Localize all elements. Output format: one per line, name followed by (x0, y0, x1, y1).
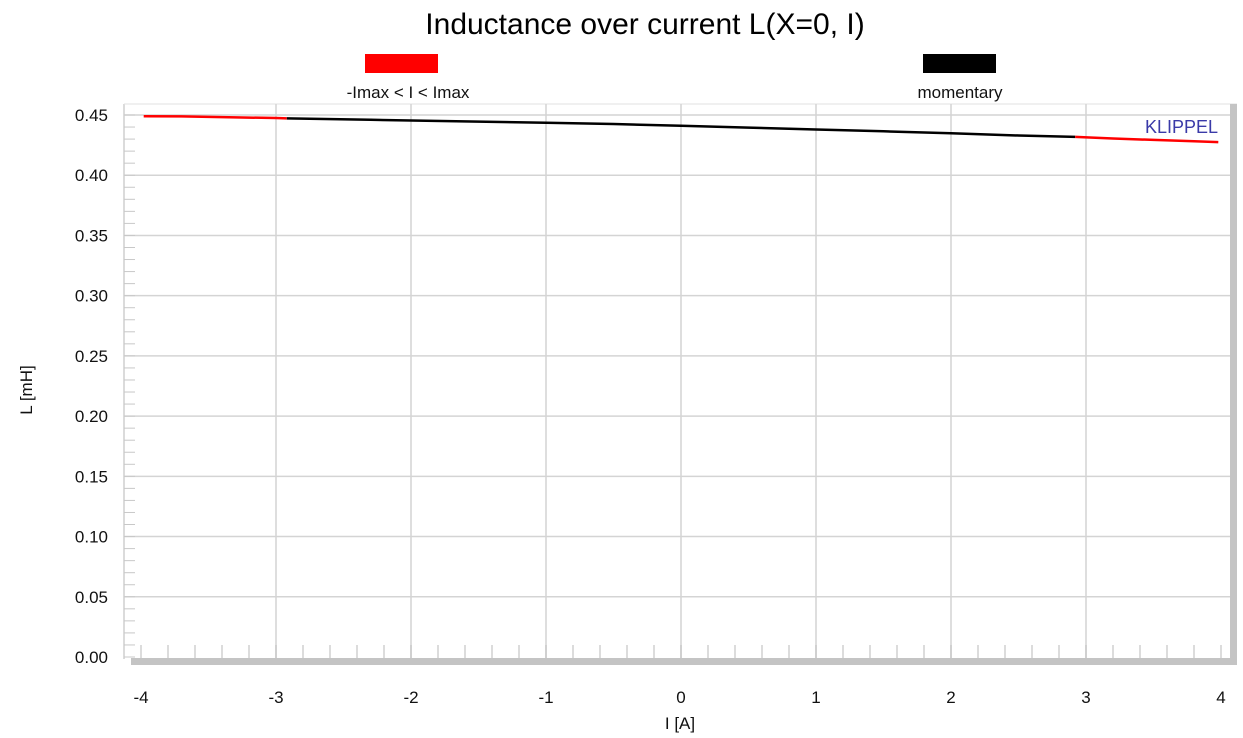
series-lines (143, 114, 1219, 144)
y-tick-label: 0.05 (75, 588, 108, 607)
minor-ticks (124, 114, 1222, 658)
x-axis-label: I [A] (665, 714, 695, 733)
x-tick-labels: -4 -3 -2 -1 0 1 2 3 4 (133, 688, 1225, 707)
x-tick-label: 4 (1216, 688, 1225, 707)
series-line-0 (143, 114, 287, 120)
series-line-2 (1075, 135, 1219, 144)
x-tick-label: -3 (268, 688, 283, 707)
legend-swatch-imax-range (365, 54, 438, 73)
y-tick-labels: 0.00 0.05 0.10 0.15 0.20 0.25 0.30 0.35 0.40 0.45 (75, 106, 108, 667)
y-tick-label: 0.45 (75, 106, 108, 125)
x-tick-label: 1 (811, 688, 820, 707)
x-axis-bar (131, 658, 1237, 665)
x-tick-label: -2 (403, 688, 418, 707)
y-tick-label: 0.10 (75, 528, 108, 547)
right-axis-bar (1230, 104, 1237, 665)
y-tick-label: 0.00 (75, 648, 108, 667)
legend-label-momentary: momentary (917, 83, 1003, 102)
series-line-1 (286, 117, 1076, 139)
y-tick-label: 0.20 (75, 407, 108, 426)
klippel-watermark: KLIPPEL (1145, 117, 1218, 137)
y-tick-label: 0.30 (75, 287, 108, 306)
legend-label-imax-range: -Imax < I < Imax (347, 83, 470, 102)
y-axis-label: L [mH] (17, 365, 36, 414)
y-tick-label: 0.40 (75, 166, 108, 185)
y-tick-label: 0.25 (75, 347, 108, 366)
grid-lines (124, 104, 1230, 658)
x-tick-label: 2 (946, 688, 955, 707)
chart-title: Inductance over current L(X=0, I) (425, 8, 864, 41)
x-tick-label: -1 (538, 688, 553, 707)
legend-swatch-momentary (923, 54, 996, 73)
x-tick-label: -4 (133, 688, 148, 707)
y-tick-label: 0.35 (75, 226, 108, 245)
x-tick-label: 3 (1081, 688, 1090, 707)
y-tick-label: 0.15 (75, 467, 108, 486)
x-tick-label: 0 (676, 688, 685, 707)
